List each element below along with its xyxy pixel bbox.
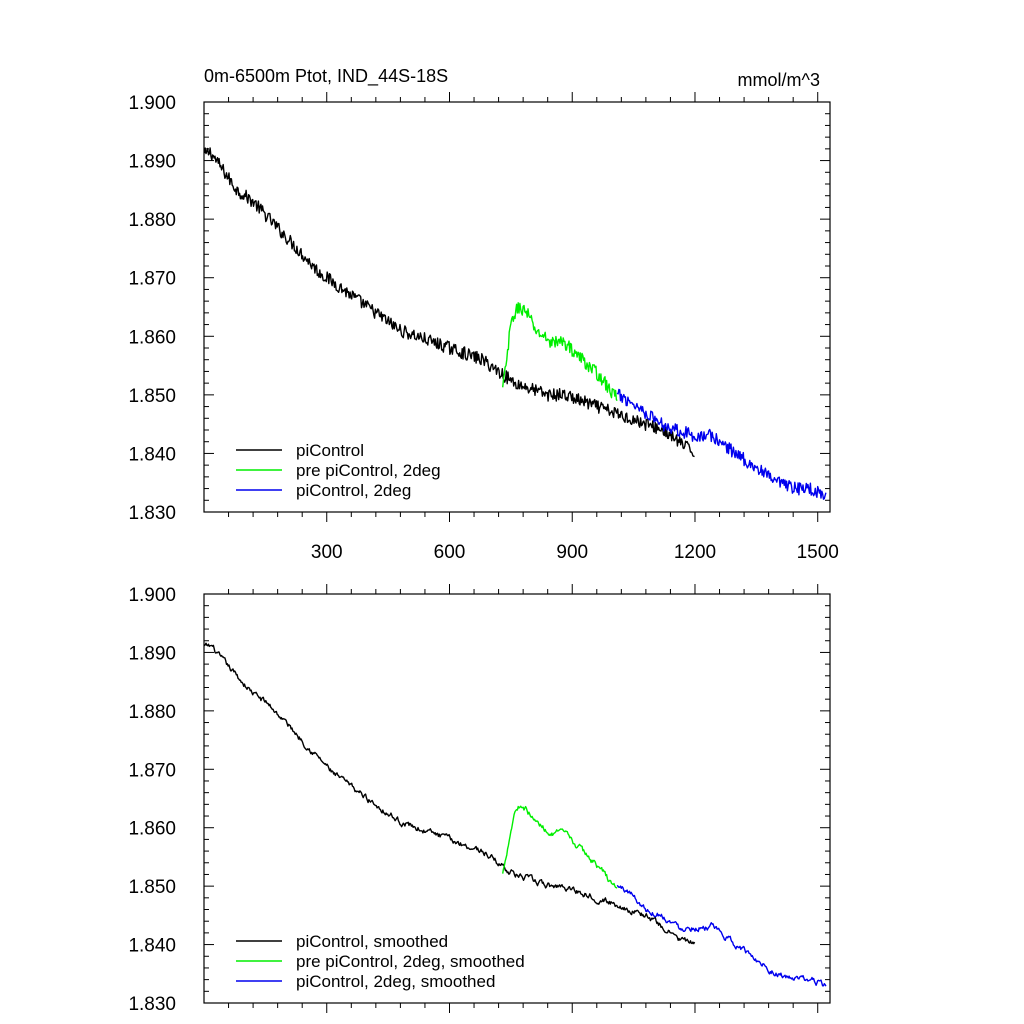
- series-line-2: [502, 302, 618, 402]
- series-line-2: [502, 805, 618, 889]
- x-tick-label: 1200: [674, 542, 716, 563]
- y-tick-label: 1.890: [128, 152, 176, 173]
- y-tick-label: 1.890: [128, 643, 176, 664]
- y-tick-label: 1.900: [128, 93, 176, 114]
- y-tick-label: 1.830: [128, 994, 176, 1015]
- legend-label: pre piControl, 2deg, smoothed: [296, 952, 525, 971]
- bottom-panel: 1.830 1.840 1.850 1.860 1.870 1.880 1.890 1.900…: [128, 584, 831, 1015]
- series-line-3: [616, 388, 827, 500]
- y-tick-label: 1.840: [128, 936, 176, 957]
- units-label: mmol/m^3: [738, 70, 820, 90]
- y-tick-label: 1.830: [128, 503, 176, 524]
- y-tick-label: 1.860: [128, 819, 176, 840]
- y-tick-label: 1.870: [128, 269, 176, 290]
- legend-label: piControl: [296, 441, 364, 460]
- x-tick-label: 1500: [797, 542, 839, 563]
- series-line-3: [616, 884, 827, 987]
- legend-label: piControl, 2deg: [296, 481, 411, 500]
- y-tick-label: 1.840: [128, 444, 176, 465]
- x-tick-label: 600: [434, 542, 466, 563]
- y-tick-label: 1.900: [128, 585, 176, 606]
- top-panel: 1.830 1.840 1.850 1.860 1.870 1.880 1.890 1.900…: [128, 92, 839, 563]
- chart-title: 0m-6500m Ptot, IND_44S-18S: [204, 66, 448, 87]
- y-tick-label: 1.870: [128, 760, 176, 781]
- x-tick-label: 300: [311, 542, 343, 563]
- plot-frame: [203, 593, 831, 1004]
- series-line-1: [203, 642, 696, 945]
- series-line-1: [203, 147, 695, 458]
- legend-label: piControl, smoothed: [296, 932, 448, 951]
- plot-frame: [203, 101, 831, 513]
- y-tick-label: 1.860: [128, 327, 176, 348]
- y-tick-label: 1.880: [128, 702, 176, 723]
- y-tick-label: 1.880: [128, 210, 176, 231]
- legend-label: piControl, 2deg, smoothed: [296, 972, 495, 991]
- legend-label: pre piControl, 2deg: [296, 461, 441, 480]
- y-tick-label: 1.850: [128, 386, 176, 407]
- y-tick-label: 1.850: [128, 877, 176, 898]
- x-tick-label: 900: [556, 542, 588, 563]
